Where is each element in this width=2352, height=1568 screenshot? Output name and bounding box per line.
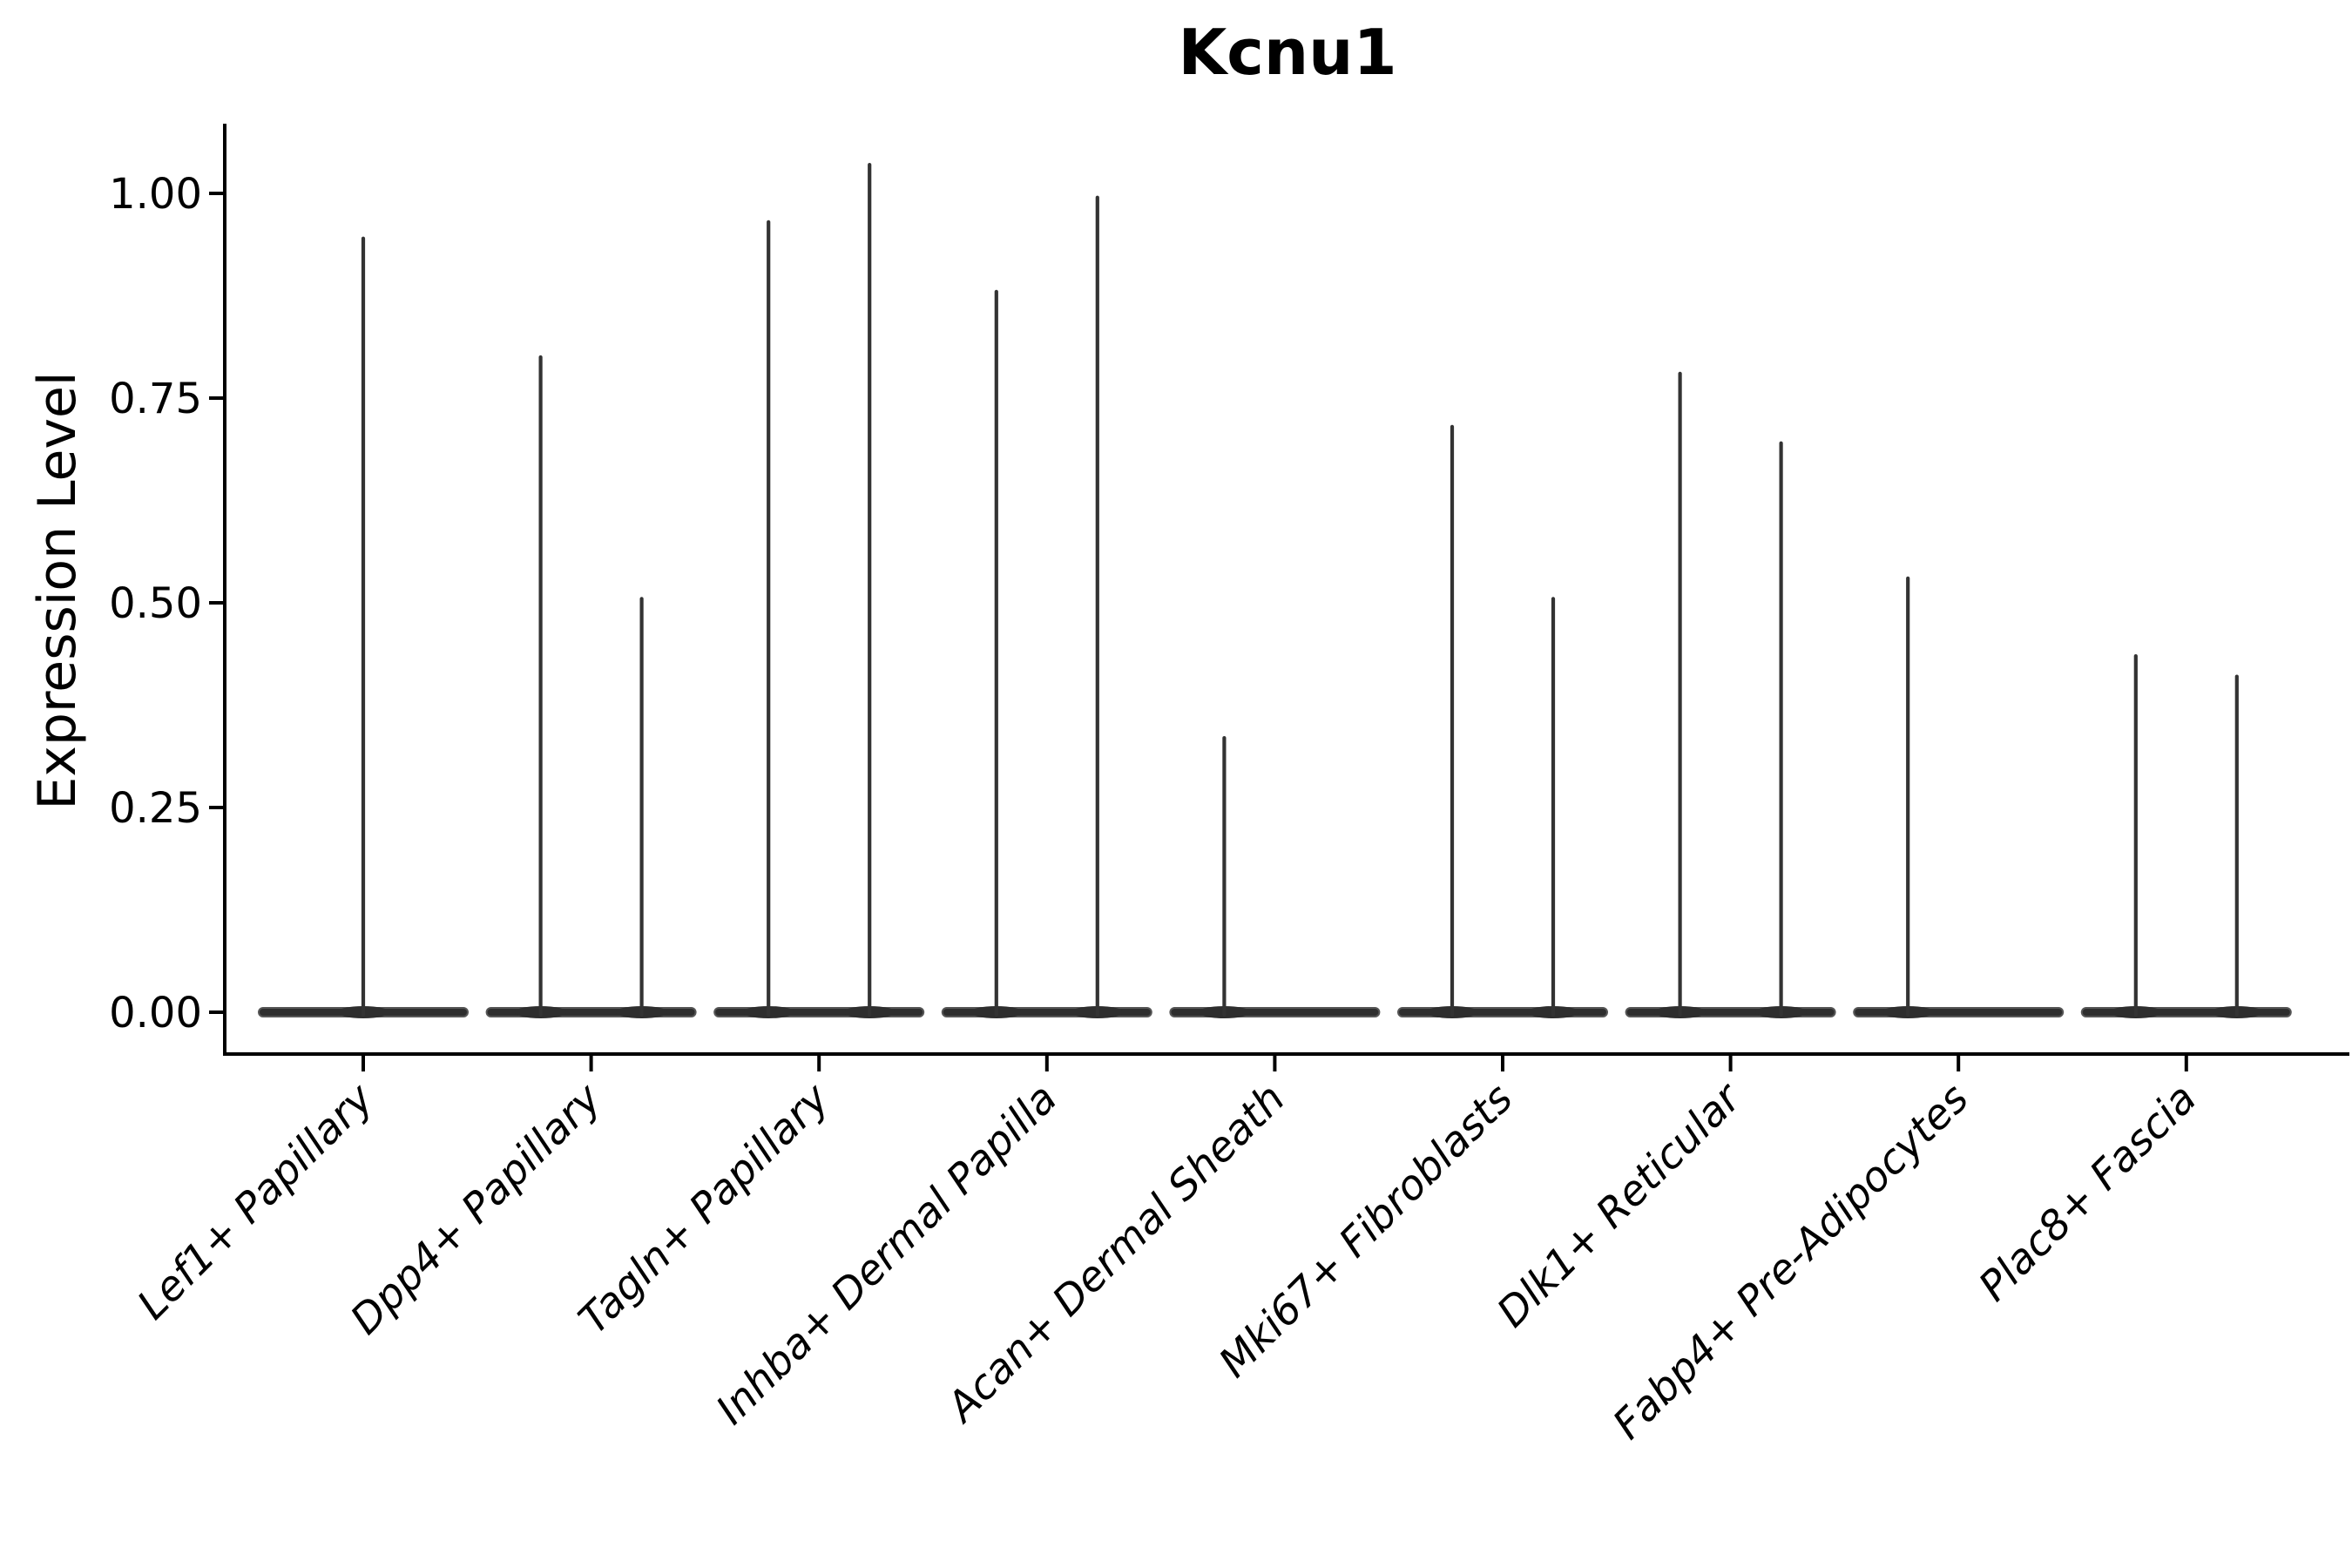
y-tick-label: 0.50 [109,579,202,628]
y-tick-label: 1.00 [109,170,202,219]
x-tick-label: Dpp4+ Papillary [341,1074,612,1344]
y-tick-label: 0.75 [109,375,202,423]
x-tick-label: Tagln+ Papillary [570,1074,840,1344]
x-tick-label: Dlk1+ Reticular [1488,1073,1752,1337]
x-tick-label: Lef1+ Papillary [128,1074,383,1329]
y-tick-label: 0.25 [109,784,202,833]
y-tick-label: 0.00 [109,989,202,1037]
x-tick-label: Plac8+ Fascia [1970,1075,2206,1311]
chart-title: Kcnu1 [1178,16,1397,89]
